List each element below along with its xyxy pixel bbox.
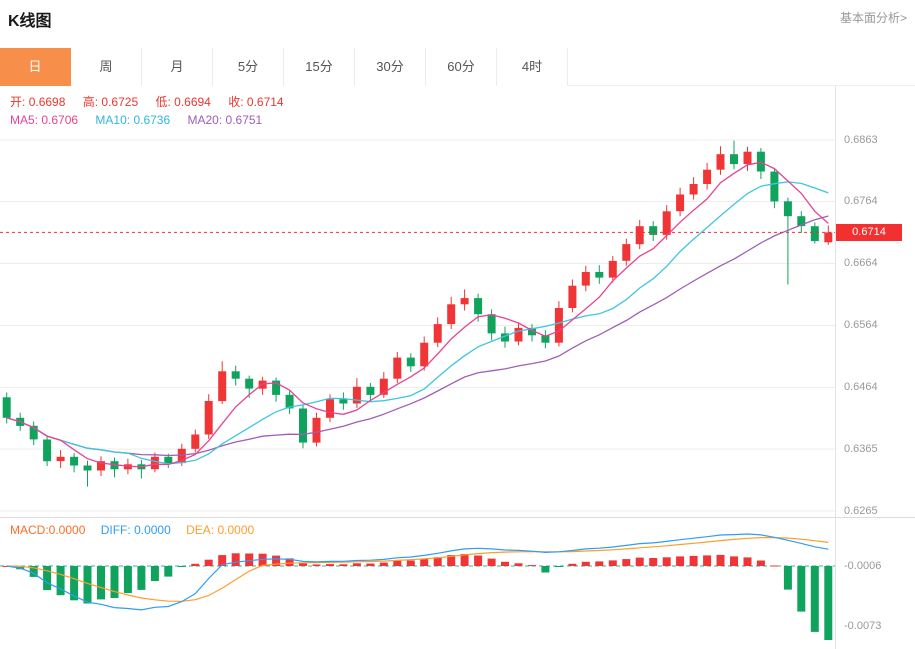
price-axis-label: 0.6664 [844,257,878,270]
candlestick-canvas [0,139,835,512]
ma20-value: 0.6751 [225,113,263,127]
ma20-label: MA20: [187,113,223,127]
price-axis: 0.6863 0.6764 0.6664 0.6564 0.6464 0.6365 0.62… [835,86,915,517]
macd-label: MACD: [10,523,49,537]
tab-day[interactable]: 日 [0,48,71,86]
low-label: 低: [155,95,171,109]
close-label: 收: [228,95,244,109]
page-title: K线图 [8,13,52,30]
tab-4hour[interactable]: 4时 [497,48,568,86]
macd-panel[interactable] [0,517,835,649]
macd-legend: MACD:0.0000 DIFF: 0.0000 DEA: 0.0000 [10,523,266,537]
ma5-label: MA5: [10,113,39,127]
price-axis-label: 0.6764 [844,195,878,208]
ma10-label: MA10: [95,113,131,127]
diff-label: DIFF: [100,523,131,537]
tab-30min[interactable]: 30分 [355,48,426,86]
macd-canvas [0,533,835,640]
open-value: 0.6698 [28,95,66,109]
fundamental-analysis-link[interactable]: 基本面分析> [839,11,907,25]
price-axis-label: 0.6464 [844,381,878,394]
macd-axis-label: -0.0006 [844,560,882,572]
high-label: 高: [82,95,99,109]
macd-axis: -0.0006 -0.0073 [835,517,915,649]
price-axis-label: 0.6863 [844,133,878,146]
current-price-tag: 0.6714 [836,223,902,241]
ma-legend: MA5: 0.6706 MA10: 0.6736 MA20: 0.6751 [10,113,276,127]
dea-label: DEA: [186,523,215,537]
macd-axis-label: -0.0073 [844,620,882,632]
close-value: 0.6714 [246,95,284,109]
price-axis-label: 0.6265 [844,504,878,517]
page-header: K线图 基本面分析> [0,0,915,34]
low-value: 0.6694 [174,95,211,109]
high-value: 0.6725 [101,95,139,109]
tab-month[interactable]: 月 [142,48,213,86]
diff-value: 0.0000 [134,523,171,537]
tab-15min[interactable]: 15分 [284,48,355,86]
price-axis-label: 0.6365 [844,442,878,455]
price-axis-label: 0.6564 [844,319,878,332]
open-label: 开: [10,95,26,109]
ohlc-legend: 开: 0.6698 高: 0.6725 低: 0.6694 收: 0.6714 [10,93,298,110]
ma5-value: 0.6706 [41,113,79,127]
ma10-value: 0.6736 [133,113,171,127]
tab-5min[interactable]: 5分 [213,48,284,86]
tab-60min[interactable]: 60分 [426,48,497,86]
macd-value: 0.0000 [48,523,86,537]
main-candlestick-chart[interactable] [0,86,835,517]
dea-value: 0.0000 [217,523,255,537]
timeframe-tabbar: 日 周 月 5分 15分 30分 60分 4时 [0,48,915,86]
tab-week[interactable]: 周 [71,48,142,86]
